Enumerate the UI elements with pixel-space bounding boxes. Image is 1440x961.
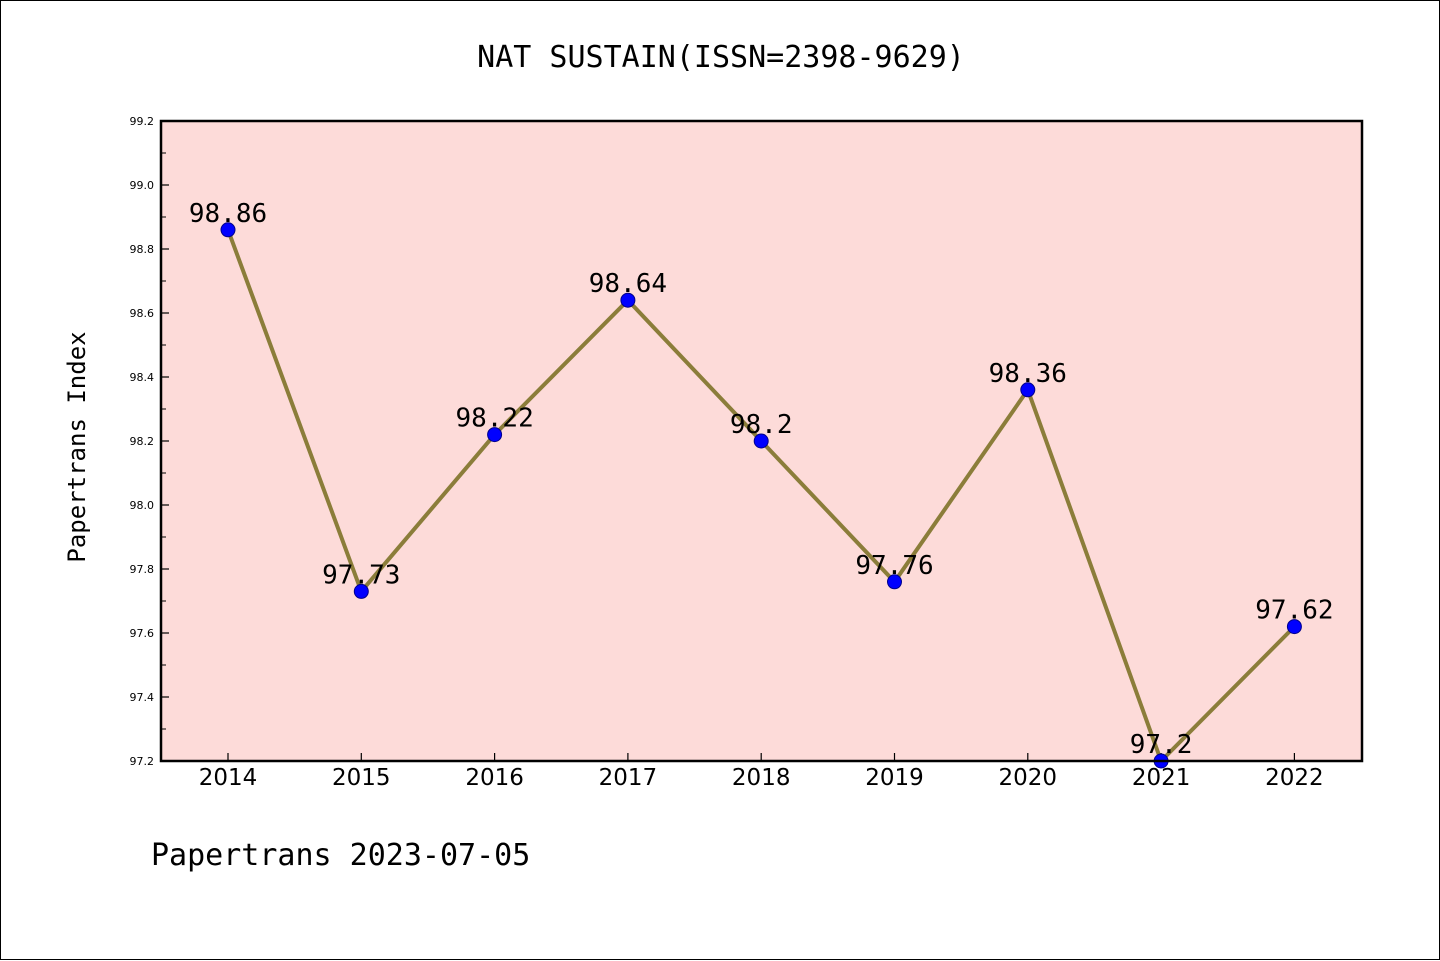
data-point: [1020, 382, 1036, 398]
data-label: 97.73: [322, 560, 400, 590]
y-tick-label: 98.4: [130, 371, 155, 384]
data-point: [353, 583, 369, 599]
y-tick-label: 98.0: [130, 499, 155, 512]
x-tick-label: 2019: [865, 765, 924, 791]
y-axis-tick-labels: 97.2 97.4 97.6 97.8 98.0 98.2 98.4 98.6 98.8 99.0…: [130, 115, 155, 768]
data-label: 98.86: [189, 199, 267, 229]
footer-text: Papertrans 2023-07-05: [151, 838, 530, 873]
data-point: [487, 427, 503, 443]
y-tick-label: 98.6: [130, 307, 155, 320]
x-tick-label: 2022: [1265, 765, 1324, 791]
y-tick-label: 99.2: [130, 115, 155, 128]
data-point: [220, 222, 236, 238]
x-tick-label: 2017: [599, 765, 658, 791]
y-tick-label: 97.8: [130, 563, 155, 576]
chart-title: NAT SUSTAIN(ISSN=2398-9629): [477, 40, 965, 75]
data-label: 97.76: [855, 551, 933, 581]
y-tick-label: 98.2: [130, 435, 155, 448]
data-label: 98.36: [989, 359, 1067, 389]
x-tick-label: 2016: [465, 765, 524, 791]
y-tick-label: 98.8: [130, 243, 155, 256]
x-tick-label: 2015: [332, 765, 391, 791]
data-label: 97.2: [1130, 730, 1193, 760]
x-tick-label: 2014: [199, 765, 258, 791]
data-point: [753, 433, 769, 449]
y-tick-label: 97.2: [130, 755, 155, 768]
x-tick-label: 2018: [732, 765, 791, 791]
data-labels: 98.86 97.73 98.22 98.64 98.2 97.76 98.36 97.2 97…: [189, 199, 1334, 760]
x-tick-label: 2020: [999, 765, 1058, 791]
plot-frame: [159, 119, 1364, 763]
y-axis-title: Papertrans Index: [63, 331, 91, 562]
data-point: [1286, 619, 1302, 635]
y-tick-label: 97.6: [130, 627, 155, 640]
series-markers: [220, 222, 1302, 769]
y-tick-label: 99.0: [130, 179, 155, 192]
y-tick-label: 97.4: [130, 691, 155, 704]
x-axis-tick-labels: 2014 2015 2016 2017 2018 2019 2020 2021 2022: [199, 765, 1324, 791]
x-tick-label: 2021: [1132, 765, 1191, 791]
data-label: 98.64: [589, 269, 667, 299]
data-label: 97.62: [1255, 596, 1333, 626]
data-label: 98.22: [455, 404, 533, 434]
x-axis-ticks: [227, 753, 1296, 761]
data-label: 98.2: [730, 410, 793, 440]
data-point: [887, 574, 902, 590]
data-point: [620, 292, 636, 308]
